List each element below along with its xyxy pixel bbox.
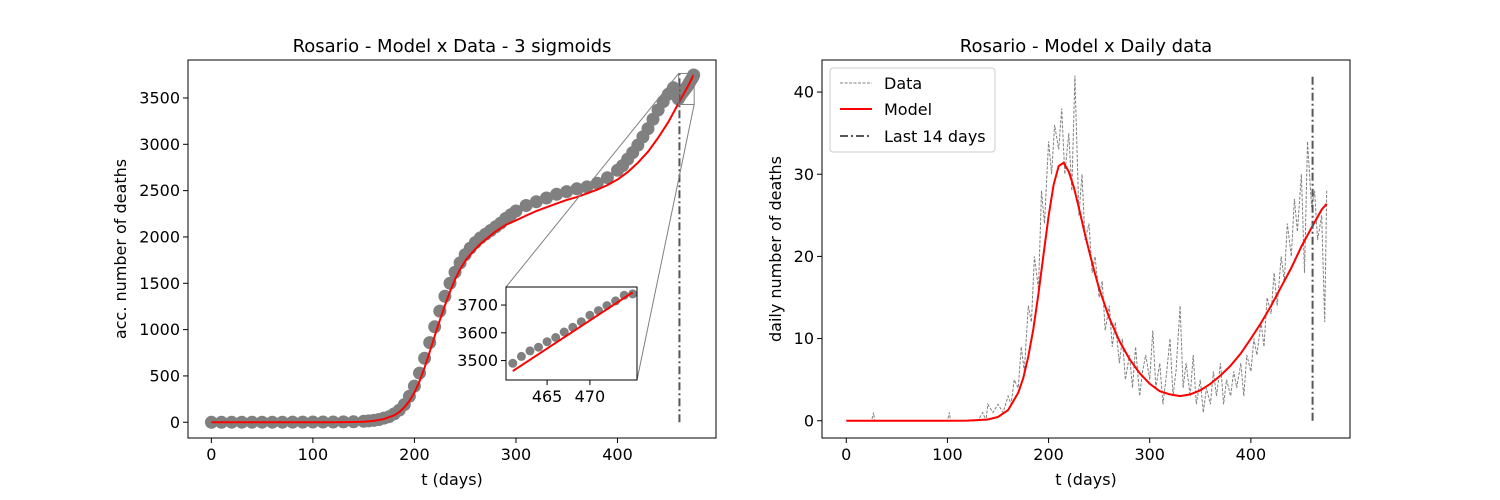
inset-chart: 465 470 3500 3600 3700	[457, 286, 638, 406]
chart-left-x-tick-label: 400	[602, 445, 633, 464]
chart-right-y-tick-label: 0	[804, 411, 814, 430]
chart-right-plot-area	[846, 75, 1328, 422]
chart-left-y-tick-label: 1500	[139, 274, 180, 293]
chart-left-y-tick-label: 3500	[139, 89, 180, 108]
chart-right-y-tick-label: 30	[794, 165, 814, 184]
zoom-connector	[636, 104, 695, 381]
data-point	[407, 379, 421, 393]
chart-left-title: Rosario - Model x Data - 3 sigmoids	[293, 36, 612, 57]
inset-data-point	[559, 327, 569, 337]
chart-right-y-tick-label: 20	[794, 247, 814, 266]
chart-left-frame	[187, 59, 717, 439]
inset-data-point	[585, 310, 595, 320]
chart-left-y-tick-label: 0	[170, 413, 180, 432]
zoom-rectangle	[678, 72, 695, 105]
inset-data-point	[525, 346, 535, 356]
chart-left-y-label: acc. number of deaths	[111, 159, 130, 339]
data-point	[600, 171, 614, 185]
inset-data-point	[534, 342, 543, 352]
chart-left-y-tick-label: 500	[149, 367, 180, 386]
chart-right-frame	[821, 59, 1351, 439]
inset-frame	[505, 286, 638, 381]
chart-right-x-tick-label: 200	[1033, 445, 1064, 464]
chart-right-x-ticks: 0 100 200 300 400	[841, 438, 1266, 464]
chart-left-x-tick-label: 300	[501, 445, 532, 464]
chart-right-x-tick-label: 100	[932, 445, 963, 464]
chart-right-x-tick-label: 300	[1134, 445, 1165, 464]
daily-model-curve	[846, 161, 1328, 422]
inset-x-ticks: 465 470	[532, 380, 605, 406]
chart-right-y-ticks: 0 10 20 30 40	[794, 83, 822, 430]
data-point	[443, 276, 457, 290]
chart-left-y-tick-label: 2500	[139, 181, 180, 200]
inset-data-point	[508, 358, 518, 368]
chart-left-x-ticks: 0 100 200 300 400	[206, 438, 633, 464]
legend-box	[829, 67, 996, 153]
chart-right-x-tick-label: 0	[841, 445, 851, 464]
inset-data-point	[542, 337, 552, 347]
chart-left-y-ticks: 0 500 1000 1500 2000 2500 3000 3500	[139, 89, 188, 432]
chart-left-y-tick-label: 2000	[139, 228, 180, 247]
data-point	[509, 204, 523, 218]
chart-left-x-tick-label: 200	[399, 445, 430, 464]
inset-y-ticks: 3500 3600 3700	[457, 296, 506, 370]
chart-right-title: Rosario - Model x Daily data	[960, 36, 1212, 57]
legend-data-label: Data	[884, 74, 922, 93]
chart-right-y-tick-label: 10	[794, 329, 814, 348]
chart-right-y-tick-label: 40	[794, 83, 814, 102]
data-point	[438, 289, 452, 303]
chart-right-y-label: daily number of deaths	[766, 156, 785, 342]
inset-y-tick-label: 3500	[457, 351, 498, 370]
chart-left-y-tick-label: 3000	[139, 135, 180, 154]
inset-y-tick-label: 3600	[457, 323, 498, 342]
chart-left-x-tick-label: 100	[298, 445, 329, 464]
data-point	[550, 187, 564, 201]
data-point	[539, 191, 553, 205]
legend: Data Model Last 14 days	[829, 67, 996, 153]
chart-right-x-label: t (days)	[1055, 470, 1117, 489]
inset-model-curve	[512, 291, 634, 372]
inset-x-tick-label: 465	[532, 387, 563, 406]
chart-right: Rosario - Model x Daily data 0 100 200 300 4…	[766, 36, 1351, 489]
chart-right-x-tick-label: 400	[1236, 445, 1267, 464]
data-point	[560, 185, 574, 199]
chart-left-x-label: t (days)	[421, 470, 483, 489]
zoom-connector	[505, 73, 680, 288]
data-point	[590, 176, 604, 190]
inset-x-tick-label: 470	[575, 387, 606, 406]
inset-zoom-indicator	[505, 72, 695, 381]
inset-y-tick-label: 3700	[457, 296, 498, 315]
legend-model-label: Model	[884, 100, 932, 119]
model-curve	[211, 74, 695, 424]
data-point	[529, 195, 543, 209]
legend-last14-label: Last 14 days	[884, 127, 986, 146]
chart-left: Rosario - Model x Data - 3 sigmoids 0 100…	[111, 36, 717, 489]
inset-data-point	[628, 289, 638, 299]
inset-data-point	[551, 333, 561, 342]
data-point	[570, 182, 584, 196]
daily-data-line	[846, 75, 1328, 422]
inset-plot-area	[508, 289, 638, 372]
chart-left-x-tick-label: 0	[206, 445, 216, 464]
chart-left-y-tick-label: 1000	[139, 320, 180, 339]
inset-data-point	[516, 351, 526, 361]
data-point	[402, 389, 416, 403]
data-point	[519, 199, 533, 212]
